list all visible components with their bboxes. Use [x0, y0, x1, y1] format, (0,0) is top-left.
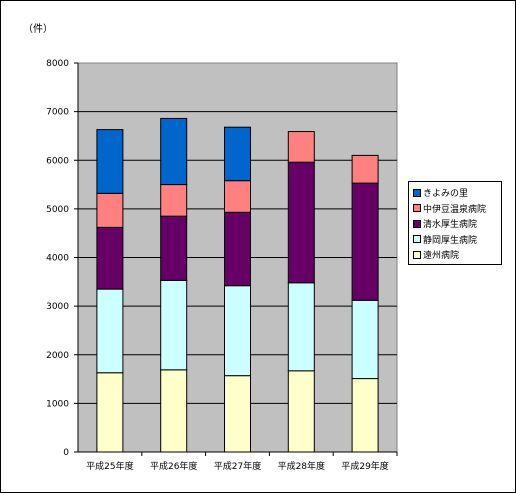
legend-swatch	[413, 219, 421, 228]
legend-label: 遠州病院	[423, 251, 460, 262]
bar-segment	[160, 369, 188, 453]
legend-label: きよみの里	[423, 189, 469, 200]
y-tick-label: 0	[63, 448, 69, 458]
y-unit-label: （件）	[23, 23, 53, 35]
bar-segment	[224, 211, 251, 287]
bar-segment	[160, 117, 188, 186]
bar-segment	[160, 279, 188, 371]
bar-segment	[224, 126, 251, 182]
y-tick-label: 5000	[46, 205, 69, 215]
x-tick-label: 平成26年度	[150, 460, 197, 472]
legend-item: 中伊豆温泉病院	[413, 201, 501, 217]
legend-label: 清水厚生病院	[423, 220, 478, 231]
legend-item: 静岡厚生病院	[413, 232, 501, 248]
bar-segment	[351, 182, 379, 301]
legend-item: 清水厚生病院	[413, 216, 501, 232]
legend: きよみの里中伊豆温泉病院 清水厚生病院 静岡厚生病院 遠州病院	[408, 181, 502, 265]
y-tick-label: 4000	[46, 254, 69, 264]
y-tick-label: 7000	[46, 108, 69, 118]
bar-segment	[224, 375, 251, 453]
y-axis-ticks: 0 1000 2000 3000 4000 5000 6000 7000 8000	[46, 59, 78, 458]
bar-segment	[351, 378, 379, 453]
bar-segment	[96, 129, 124, 194]
bar-segment	[96, 372, 124, 453]
bars	[96, 117, 379, 453]
legend-label: 静岡厚生病院	[423, 235, 478, 246]
legend-swatch	[413, 250, 421, 259]
x-tick-label: 平成29年度	[341, 460, 388, 472]
y-tick-label: 8000	[46, 59, 69, 69]
x-axis-ticks: 平成25年度 平成26年度 平成27年度 平成28年度 平成29年度	[86, 452, 398, 472]
bar-segment	[351, 299, 379, 380]
legend-item: きよみの里	[413, 185, 501, 201]
y-tick-label: 1000	[46, 399, 69, 409]
y-tick-label: 2000	[46, 351, 69, 361]
x-tick-label: 平成25年度	[86, 460, 133, 472]
legend-swatch	[413, 204, 421, 213]
y-tick-label: 6000	[46, 156, 69, 166]
bar-segment	[287, 282, 315, 372]
bar-segment	[96, 192, 124, 228]
bar-segment	[96, 288, 124, 374]
x-tick-label: 平成27年度	[214, 460, 261, 472]
bar-segment	[224, 285, 251, 377]
bar-segment	[96, 226, 124, 290]
legend-item: 遠州病院	[413, 247, 501, 263]
bar-segment	[287, 131, 315, 163]
bar-segment	[160, 215, 188, 281]
bar-segment	[351, 154, 379, 184]
legend-swatch	[413, 188, 421, 197]
y-tick-label: 3000	[46, 302, 69, 312]
legend-swatch	[413, 235, 421, 244]
bar-segment	[160, 184, 188, 217]
legend-label: 中伊豆温泉病院	[423, 204, 487, 215]
x-tick-label: 平成28年度	[278, 460, 325, 472]
bar-segment	[287, 161, 315, 284]
bar-segment	[287, 370, 315, 453]
bar-segment	[224, 180, 251, 213]
